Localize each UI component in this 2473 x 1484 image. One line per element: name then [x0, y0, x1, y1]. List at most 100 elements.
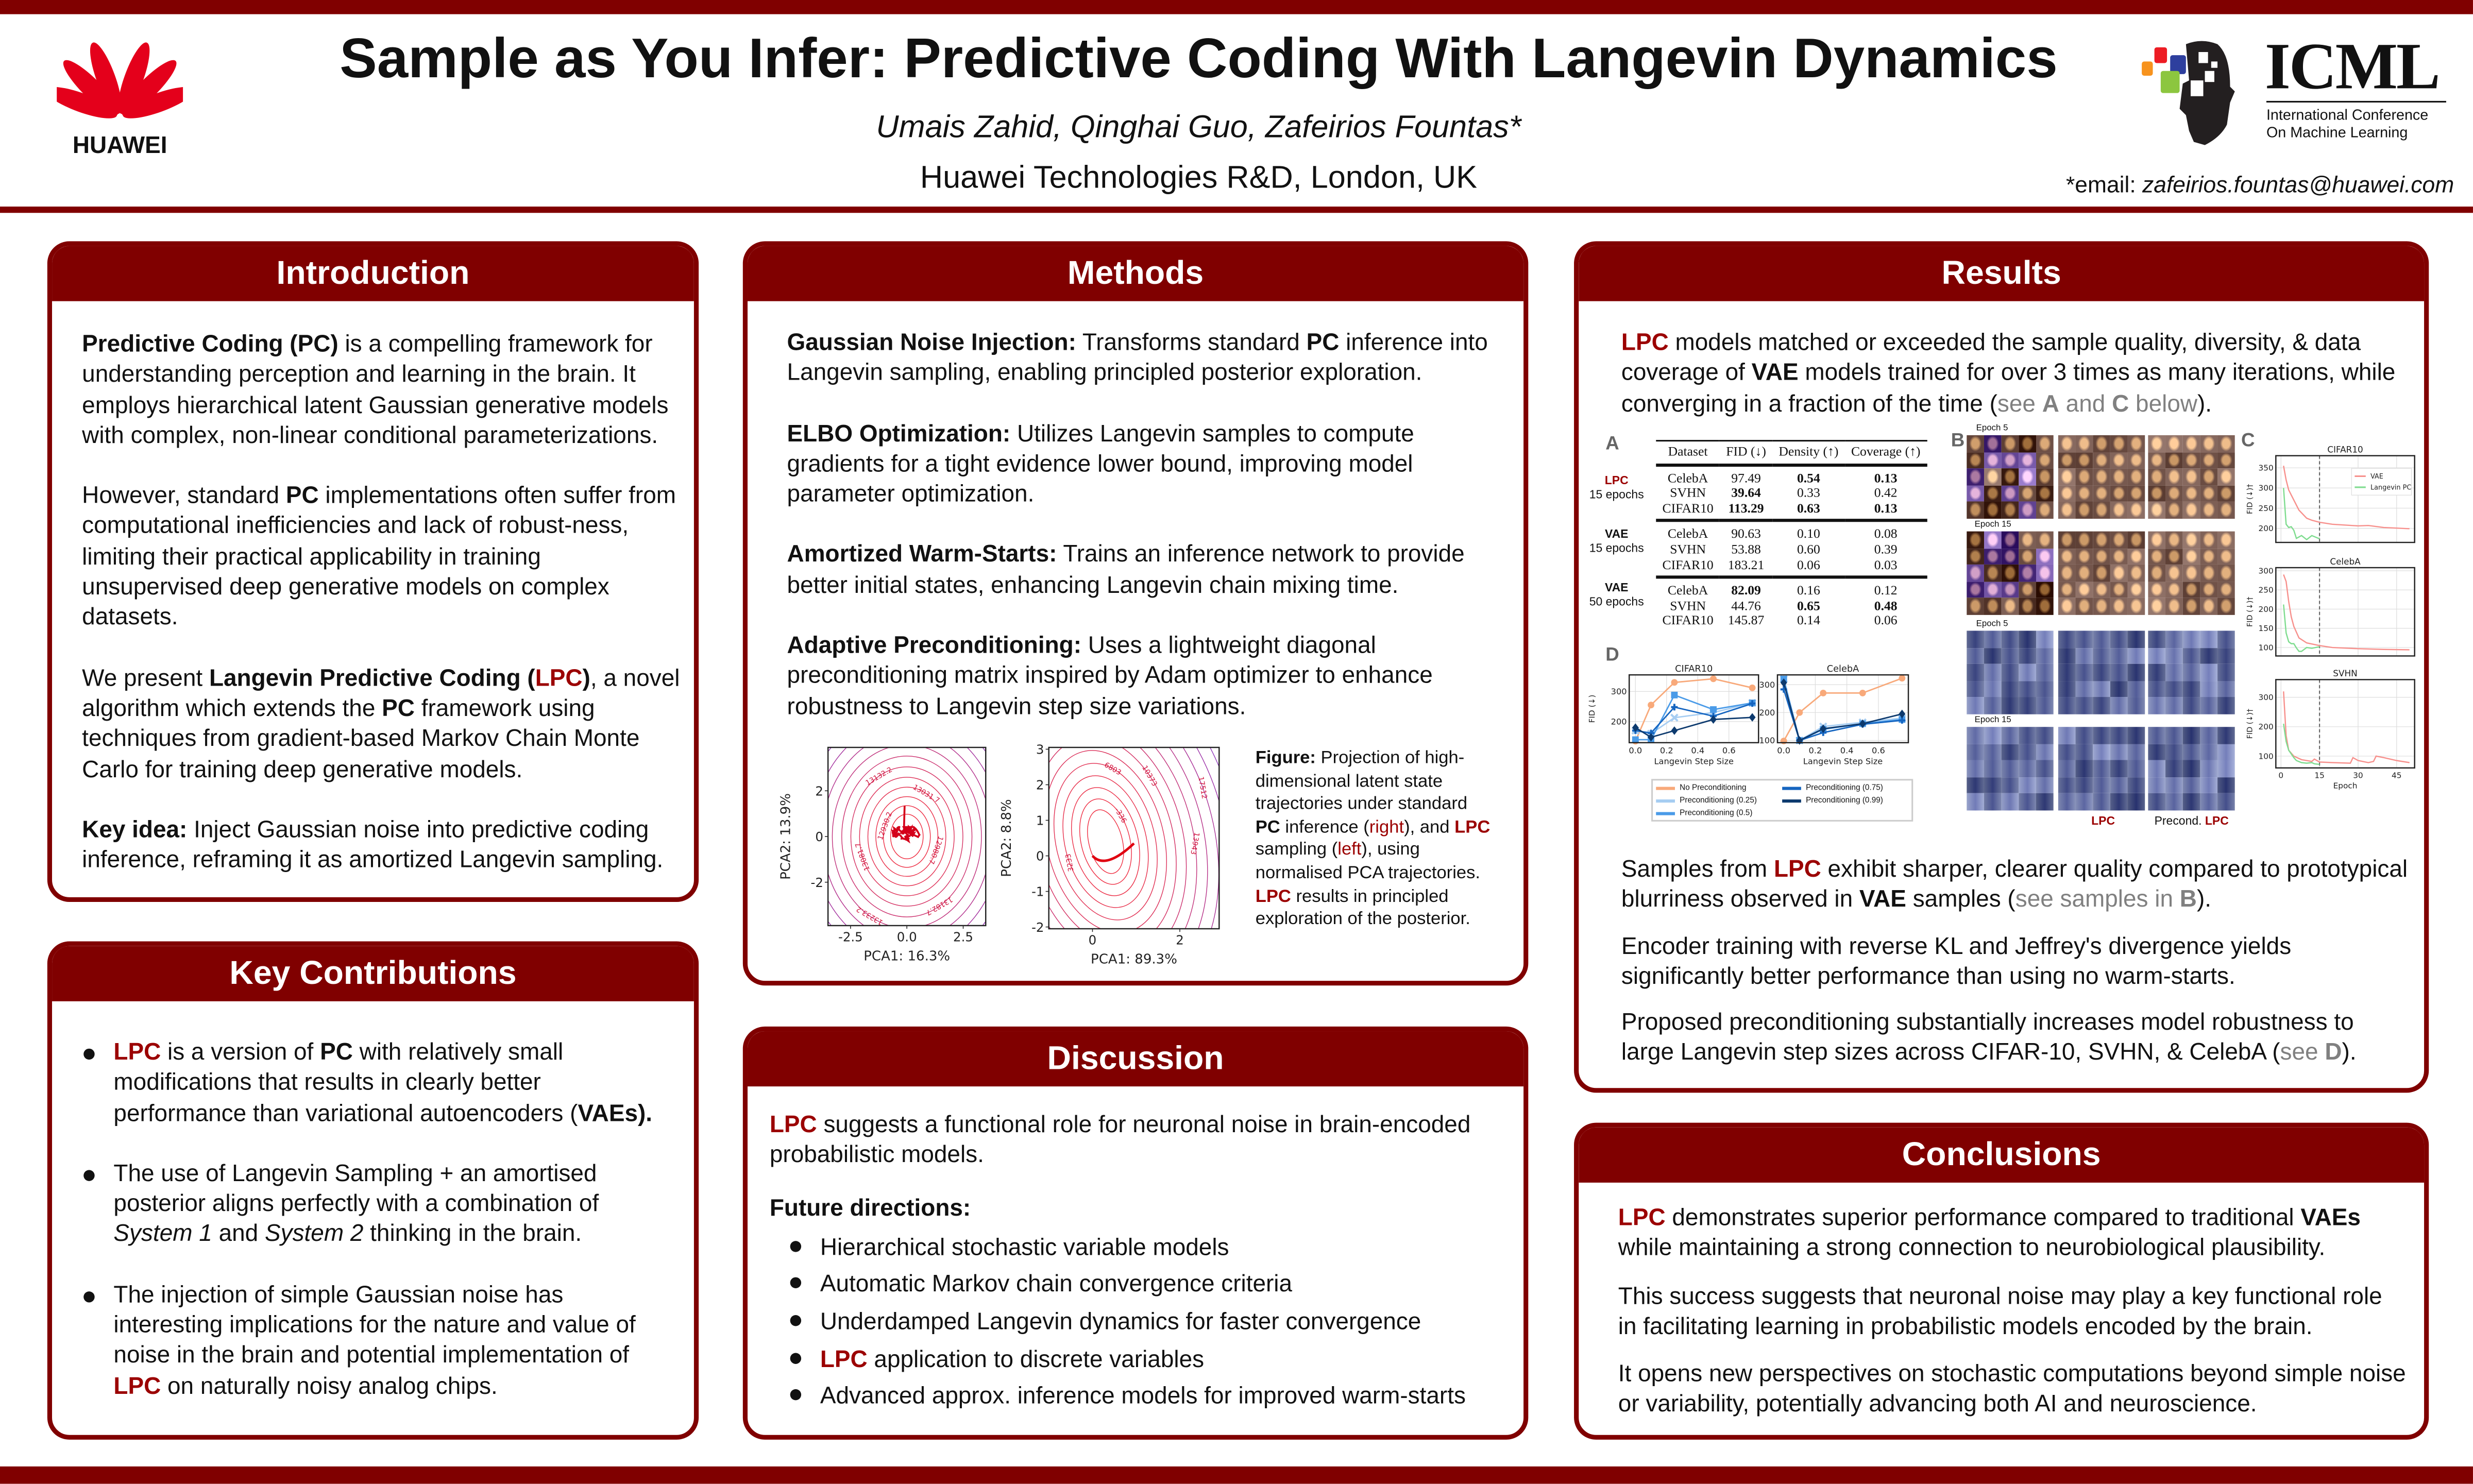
- table-cell: 44.76: [1731, 599, 1761, 613]
- text-segment: see samples in: [2015, 886, 2180, 914]
- column-header: Dataset: [1656, 440, 1720, 466]
- sample-tile: [2019, 468, 2037, 486]
- sample-tile: [2036, 760, 2054, 777]
- results-intro: LPC models matched or exceeded the sampl…: [1621, 328, 2410, 449]
- intro-paragraph: Key idea: Inject Gaussian noise into pre…: [82, 815, 681, 876]
- sample-tile: [2165, 565, 2183, 582]
- text-segment: VAEs).: [578, 1100, 653, 1127]
- list-item: LPC is a version of PC with relatively s…: [82, 1037, 673, 1129]
- table-row: SVHN 39.64 0.33 0.42: [1656, 486, 1926, 501]
- text-segment: A: [2042, 390, 2059, 417]
- text-segment: suggests a functional role for neuronal …: [769, 1112, 1471, 1169]
- sample-tile: [2127, 468, 2145, 486]
- text-segment: inference (: [1280, 818, 1369, 837]
- sample-tile: [2019, 697, 2037, 714]
- sample-tile: [2110, 502, 2128, 519]
- sample-tile: [2182, 743, 2200, 761]
- table-cell: 0.03: [1844, 557, 1927, 579]
- sample-tile: [2036, 697, 2054, 714]
- sample-tile: [2058, 565, 2076, 582]
- sample-tile: [2200, 647, 2218, 664]
- sample-tile: [2001, 630, 2019, 647]
- sample-tile: [2036, 647, 2054, 664]
- panel-title: Results: [1579, 246, 2425, 301]
- sample-tile: [2127, 502, 2145, 519]
- sample-tile: [1984, 664, 2002, 681]
- legend-item: Preconditioning (0.99): [1782, 795, 1908, 807]
- sample-tile: [2217, 598, 2235, 615]
- sample-tile: [1967, 598, 1984, 615]
- sample-tile: [2127, 760, 2145, 777]
- table-cell: 90.63: [1731, 527, 1761, 542]
- sample-tile: [2127, 727, 2145, 744]
- sample-tile: [2058, 485, 2076, 502]
- sample-tile: [1967, 485, 1984, 502]
- table-cell: 0.12: [1874, 584, 1898, 598]
- table-row: SVHN 53.88 0.60 0.39: [1656, 542, 1926, 557]
- sample-tile: [2093, 468, 2110, 486]
- text-segment: LPC: [1618, 1204, 1666, 1232]
- sample-tile: [2200, 777, 2218, 794]
- sample-tile: [2093, 565, 2110, 582]
- authors: Umais Zahid, Qinghai Guo, Zafeirios Foun…: [876, 110, 1521, 145]
- sample-tile: [2200, 435, 2218, 452]
- sample-tile: [2075, 777, 2093, 794]
- table-cell: 0.10: [1797, 527, 1820, 542]
- sample-tile: [2200, 468, 2218, 486]
- text-segment: ): [582, 664, 590, 692]
- sample-tile: [1984, 565, 2002, 582]
- intro-paragraph: However, standard PC implementations oft…: [82, 481, 681, 633]
- sample-tile: [1984, 647, 2002, 664]
- sample-tile: [2036, 598, 2054, 615]
- top-bar: [0, 0, 2473, 14]
- text-segment: Transforms standard: [1076, 329, 1307, 356]
- methods-body: Gaussian Noise Injection: Transforms sta…: [787, 328, 1497, 752]
- epoch-label: Epoch 5: [1976, 620, 2008, 629]
- sample-tile: [2036, 680, 2054, 698]
- epoch-label: Epoch 5: [1976, 424, 2008, 434]
- sample-tile: [2148, 630, 2166, 647]
- email-address[interactable]: zafeirios.fountas@huawei.com: [2142, 173, 2454, 199]
- sample-tile: [2001, 777, 2019, 794]
- icml-subtitle-2: On Machine Learning: [2266, 123, 2408, 141]
- sample-tile: [2217, 647, 2235, 664]
- sample-tile: [1984, 485, 2002, 502]
- sample-tile: [2165, 647, 2183, 664]
- sample-tile: [2200, 565, 2218, 582]
- text-segment: Precond.: [2154, 813, 2205, 828]
- sample-tile: [2058, 697, 2076, 714]
- sample-tile: [2127, 548, 2145, 565]
- text-segment: sampling (: [1255, 841, 1338, 860]
- sample-tile: [1984, 743, 2002, 761]
- text-segment: LPC: [1773, 856, 1821, 883]
- conclusions-panel: Conclusions LPC demonstrates superior pe…: [1574, 1122, 2429, 1440]
- sample-tile: [2019, 581, 2037, 599]
- header-divider: [0, 207, 2473, 213]
- legend-label: Preconditioning (0.99): [1806, 796, 1883, 806]
- sample-tile: [2058, 727, 2076, 744]
- sample-tile: [2036, 502, 2054, 519]
- text-segment: PC: [382, 695, 415, 722]
- group-epochs: 15 epochs: [1589, 540, 1644, 555]
- text-segment: This success suggests that neuronal nois…: [1618, 1283, 2382, 1340]
- text-segment: Uses a lightweight diagonal precondition…: [787, 632, 1433, 720]
- sample-tile: [2148, 435, 2166, 452]
- table-cell: 82.09: [1731, 584, 1761, 598]
- table-cell: 39.64: [1731, 486, 1761, 500]
- sample-tile: [2036, 630, 2054, 647]
- sample-tile: [2093, 502, 2110, 519]
- sample-tile: [2148, 727, 2166, 744]
- sample-tile: [2217, 531, 2235, 549]
- text-segment: Inject Gaussian noise into predictive co…: [82, 816, 664, 874]
- chart-d-legend: No Preconditioning Preconditioning (0.75)…: [1651, 779, 1913, 822]
- sample-tile: [1967, 727, 1984, 744]
- text-segment: Gaussian Noise Injection:: [787, 329, 1076, 356]
- sample-tile: [2182, 468, 2200, 486]
- sample-tile: [2058, 468, 2076, 486]
- text-segment: D: [2325, 1039, 2342, 1067]
- sample-tile: [2036, 565, 2054, 582]
- sample-tile: [2001, 485, 2019, 502]
- sample-tile: [2036, 548, 2054, 565]
- table-cell: 0.63: [1772, 501, 1845, 523]
- sample-tile: [1967, 502, 1984, 519]
